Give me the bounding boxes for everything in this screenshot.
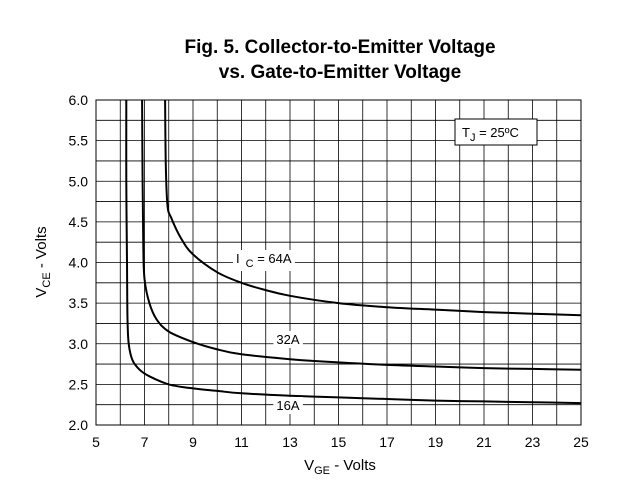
y-axis-label: VCE - Volts [33,226,53,297]
y-axis-label-sub: CE [41,272,53,287]
x-tick-label: 23 [525,434,541,450]
svg-text:TJ = 25ºC: TJ = 25ºC [462,125,519,144]
x-axis-label-sub: GE [314,465,330,477]
x-tick-labels: 5 7 9 11 13 15 17 19 21 23 25 [92,434,589,450]
condition-box: TJ = 25ºC [454,118,538,146]
grid [96,100,581,425]
y-tick-label: 2.5 [69,376,89,392]
y-tick-label: 5.5 [69,133,89,149]
plot-frame [95,99,582,426]
series-line-32A [141,99,582,371]
x-axis-label-main: V [304,457,314,474]
y-tick-label: 6.0 [69,92,89,108]
x-tick-label: 17 [379,434,395,450]
series-label-bg [273,331,303,348]
series-label-32A: 32A [276,332,299,347]
x-tick-label: 9 [189,434,197,450]
y-tick-labels: 2.0 2.5 3.0 3.5 4.0 4.5 5.0 5.5 6.0 [69,92,89,433]
series-label-bg [273,397,303,414]
x-tick-label: 21 [476,434,492,450]
condition-main: T [462,125,470,140]
y-tick-label: 4.5 [69,214,89,230]
x-tick-label: 25 [573,434,589,450]
y-tick-label: 2.0 [69,417,89,433]
x-tick-label: 11 [234,434,249,450]
x-tick-label: 15 [331,434,347,450]
series-line-16A [125,99,582,405]
y-tick-label: 4.0 [69,255,89,271]
x-tick-label: 7 [141,434,149,450]
chart-title-line-2: vs. Gate-to-Emitter Voltage [219,62,461,83]
y-tick-label: 3.5 [69,295,89,311]
y-axis-label-main: V [33,288,50,298]
x-axis-label-suffix: - Volts [330,457,376,474]
series-labels: 16A 32A I C = 64A [233,250,303,414]
x-axis-label: VGE - Volts [304,457,376,477]
series-label-bg [233,250,295,271]
series-line-64A [164,99,582,317]
condition-rest: = 25ºC [475,125,518,140]
x-tick-label: 19 [428,434,444,450]
condition-sub: J [470,132,476,144]
y-tick-label: 3.0 [69,336,89,352]
chart-title-line-1: Fig. 5. Collector-to-Emitter Voltage [184,37,495,58]
y-axis-label-suffix: - Volts [33,226,50,272]
y-tick-label: 5.0 [69,173,89,189]
series-label-16A: 16A [276,398,299,413]
x-tick-label: 13 [282,434,298,450]
x-tick-label: 5 [92,434,100,450]
curves [125,99,582,405]
